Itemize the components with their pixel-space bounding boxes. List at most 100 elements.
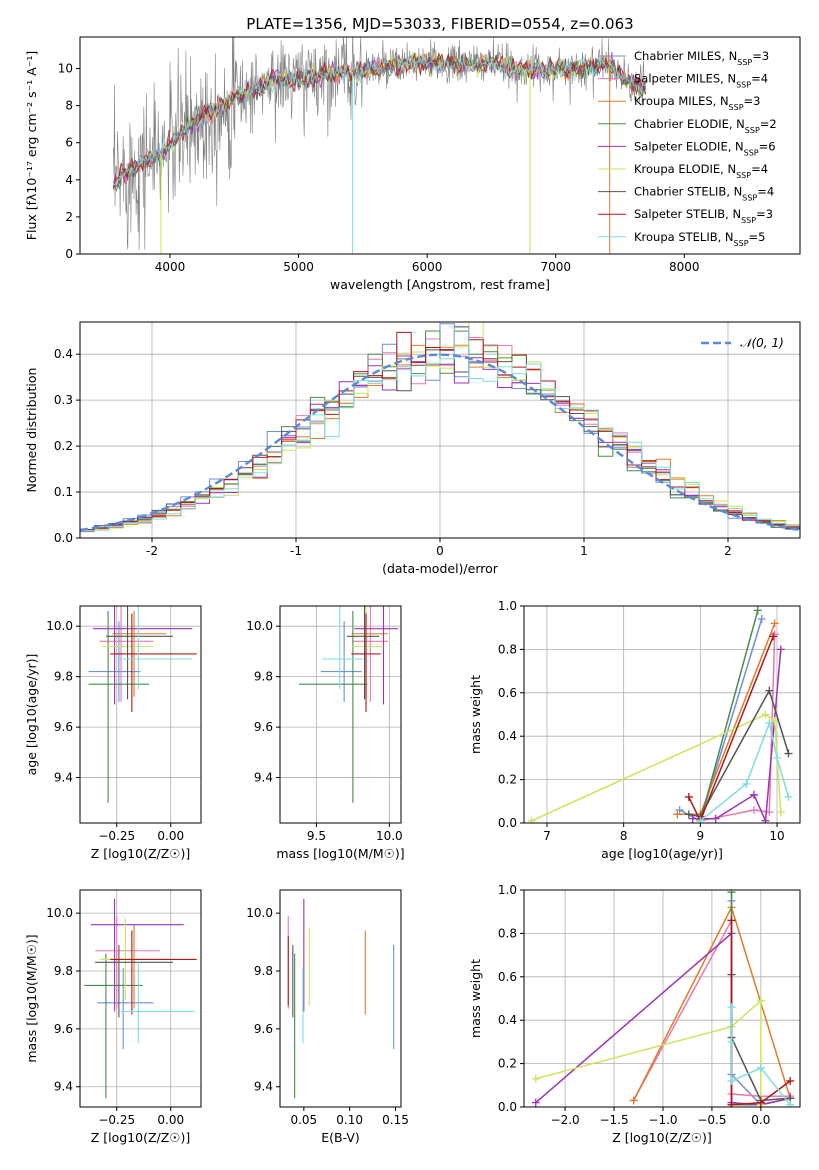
x-tick-label: 6000 [412,260,443,274]
x-tick-label: 4000 [155,260,186,274]
weight-marker-salpeter_stelib [727,916,736,925]
weight-marker-kroupa_elodie [756,996,765,1005]
y-tick-label: 0 [65,247,73,261]
y-tick-label: 9.4 [54,1080,73,1094]
weight-marker-kroupa_elodie [527,816,536,823]
x-tick-label: 0.10 [336,1113,363,1127]
y-axis-label: mass weight [468,959,483,1038]
axes-frame-spectrum: 4000 5000 6000 7000 8000 0 2 4 6 8 10 wavelength [A… [24,36,801,292]
y-axis-label: Normed distribution [24,368,39,493]
y-tick-label: 4 [65,173,73,187]
y-tick-label: 0.4 [498,729,517,743]
axes-frame-weight_vs_age: 7 8 9 10 0.0 0.2 0.4 0.6 0.8 1.0 age [log10(age/yr… [468,599,801,861]
weight-marker-chabrier_miles [675,805,684,814]
weight-marker-kroupa_stelib [727,1003,736,1012]
x-tick-label: 0 [436,544,444,558]
weight-marker-kroupa_elodie [770,717,779,726]
y-tick-label: 0.0 [54,531,73,545]
weight-marker-chabrier_stelib [784,749,793,758]
legend-label-kroupa_stelib: Kroupa STELIB, NSSP=5 [634,230,765,248]
legend-label-salpeter_elodie: Salpeter ELODIE, NSSP=6 [634,139,776,157]
x-tick-label: 5000 [283,260,314,274]
x-tick-label: 8000 [669,260,700,274]
x-tick-label: 8 [620,829,628,843]
y-tick-label: 9.4 [254,1080,273,1094]
x-tick-label: −1.5 [599,1113,628,1127]
weight-marker-kroupa_stelib [773,753,781,762]
weight-marker-salpeter_miles [750,805,758,814]
weight-marker-kroupa_elodie [761,710,770,719]
axes-border [279,889,402,1108]
x-tick-label: −1.0 [648,1113,677,1127]
y-tick-label: 9.8 [54,670,73,684]
x-tick-label: 0.00 [157,829,184,843]
x-axis-label: mass [log10(M/M☉)] [276,846,404,861]
y-tick-label: 0.8 [498,926,517,940]
plot-area-mass_vs_Z [84,898,197,1099]
panel-residuals: -2 -1 0 1 2 0.0 0.1 0.2 0.3 0.4 (data-model)/error… [24,321,801,576]
weight-marker-salpeter_elodie [711,814,720,823]
panel-spectrum: 4000 5000 6000 7000 8000 0 2 4 6 8 10 wavelength [A… [24,36,801,292]
y-tick-label: 0.0 [498,1100,517,1114]
panel-mass_vs_Z: −0.25 0.00 9.4 9.6 9.8 10.0 Z [log10(Z/Z☉)] mas… [24,889,202,1145]
axes-frame-mass_vs_Z: −0.25 0.00 9.4 9.6 9.8 10.0 Z [log10(Z/Z☉)] mas… [24,889,202,1145]
y-tick-label: 1.0 [498,883,517,897]
y-tick-label: 9.8 [254,670,273,684]
y-tick-label: 9.6 [254,1022,273,1036]
axes-frame-age_vs_mass: 9.5 10.0 9.4 9.6 9.8 10.0 mass [log10(M/M☉)] [246,605,405,861]
legend-label-chabrier_miles: Chabrier MILES, NSSP=3 [634,49,769,67]
x-tick-label: 10 [769,829,784,843]
plot-area-age_vs_Z [88,606,197,803]
model-spectrum-kroupa_stelib [113,53,646,186]
plot-area-mass_vs_ebv [287,898,395,1099]
x-tick-label: -1 [290,544,302,558]
axes-frame-mass_vs_ebv: 0.05 0.10 0.15 9.4 9.6 9.8 10.0 E(B-V) [246,889,409,1145]
y-tick-label: 9.6 [54,1022,73,1036]
y-tick-label: 6 [65,136,73,150]
weight-marker-kroupa_stelib [727,1076,736,1085]
x-tick-label: −2.0 [551,1113,580,1127]
y-tick-label: 0.2 [54,439,73,453]
plot-area-residuals [80,322,800,534]
y-tick-label: 9.4 [54,771,73,785]
y-tick-label: 0.8 [498,642,517,656]
weight-marker-salpeter_stelib [786,1076,795,1085]
legend-label-chabrier_elodie: Chabrier ELODIE, NSSP=2 [634,117,777,135]
y-tick-label: 0.4 [54,347,73,361]
weight-line-chabrier_elodie [699,610,759,821]
weight-marker-kroupa_elodie [776,808,785,817]
axes-border [523,889,801,1108]
y-tick-label: 1.0 [498,599,517,613]
weight-marker-salpeter_stelib [684,792,693,801]
y-tick-label: 2 [65,210,73,224]
weight-marker-chabrier_elodie [753,606,762,615]
gaussian-curve [80,353,800,532]
plot-area-weight_vs_Z [531,890,795,1107]
x-axis-label: E(B-V) [321,1130,360,1145]
weight-line-chabrier_stelib [688,688,790,818]
weight-marker-salpeter_stelib [756,1098,765,1107]
weight-marker-kroupa_stelib [765,719,774,728]
weight-marker-salpeter_elodie [688,814,697,823]
weight-marker-kroupa_miles [629,1096,638,1105]
x-tick-label: 9 [697,829,705,843]
panel-age_vs_mass: 9.5 10.0 9.4 9.6 9.8 10.0 mass [log10(M/M☉)] [246,605,405,861]
y-tick-label: 10 [58,62,73,76]
x-tick-label: −0.25 [98,829,135,843]
weight-marker-salpeter_stelib [769,632,778,641]
y-tick-label: 8 [65,99,73,113]
plot-area-weight_vs_age [527,606,793,823]
weight-marker-kroupa_miles [770,619,779,628]
y-tick-label: 9.6 [254,720,273,734]
plot-area-age_vs_mass [298,606,399,803]
x-tick-label: 10.0 [376,829,403,843]
axes-frame-weight_vs_Z: −2.0 −1.5 −1.0 −0.5 0.0 0.0 0.2 0.4 0.6 0.8 1.0 Z [… [468,883,801,1145]
y-axis-label: mass [log10(M/M☉)] [24,934,39,1062]
weight-marker-kroupa_stelib [742,779,751,788]
weight-line-kroupa_elodie [535,999,762,1105]
weight-marker-salpeter_elodie [750,790,758,799]
x-tick-label: 0.00 [157,1113,184,1127]
x-tick-label: -2 [146,544,158,558]
figure-title: PLATE=1356, MJD=53033, FIBERID=0554, z=0… [246,15,633,33]
legend: Chabrier MILES, NSSP=3 Salpeter MILES, NS… [598,49,777,247]
